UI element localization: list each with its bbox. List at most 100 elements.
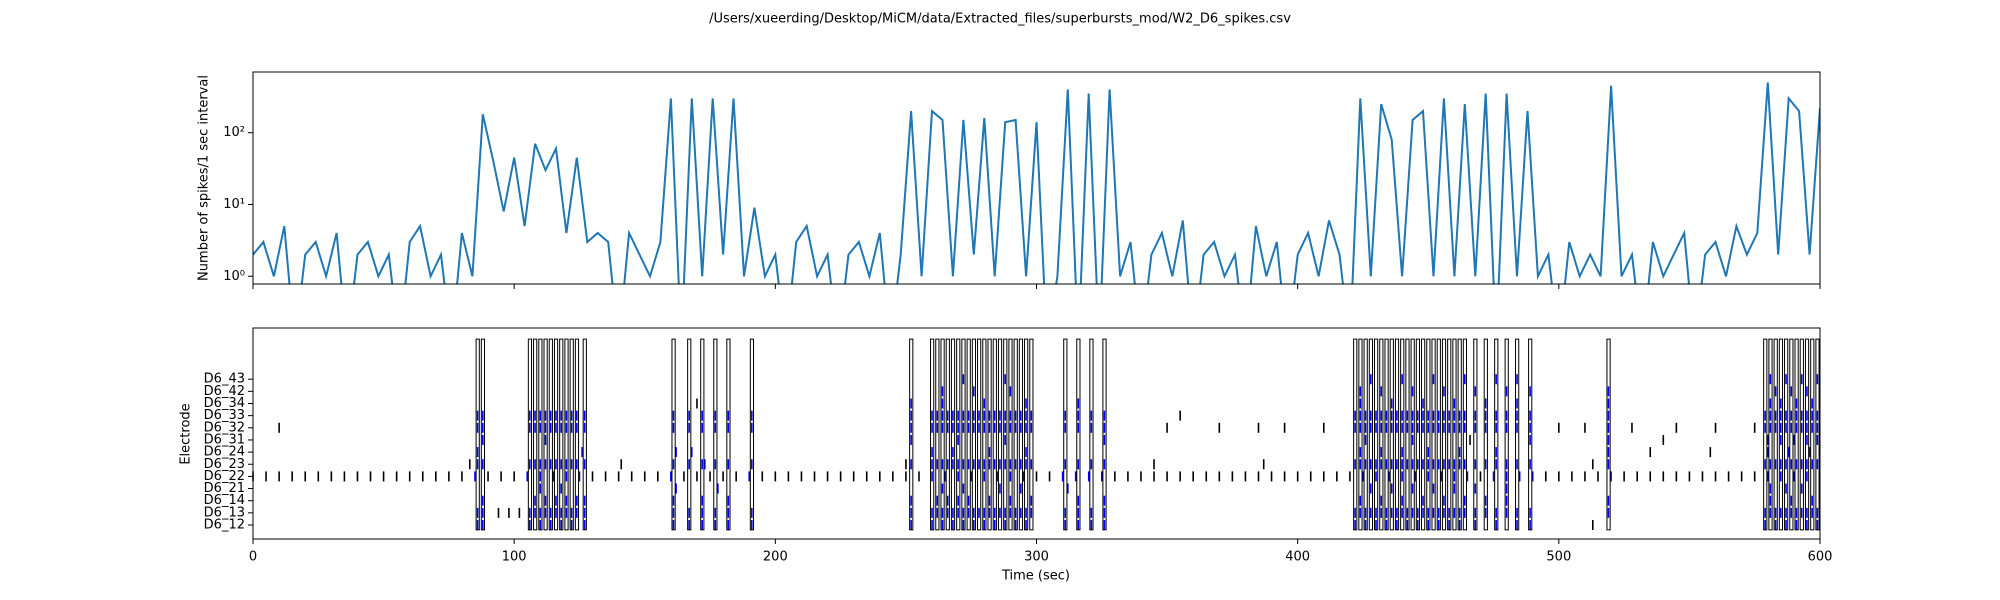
burst (1473, 338, 1478, 531)
burst (1515, 338, 1520, 531)
burst (1410, 338, 1415, 531)
burst (1400, 338, 1405, 531)
x-tick-label: 200 (763, 550, 788, 565)
burst (961, 338, 966, 531)
burst (1447, 338, 1452, 531)
y-tick-label: D6_13 (204, 505, 245, 520)
x-tick-label: 0 (249, 550, 257, 565)
burst (726, 338, 731, 531)
burst (1358, 338, 1363, 531)
burst (1431, 338, 1436, 531)
y-axis-label: Electrode (179, 403, 194, 464)
burst (538, 338, 543, 531)
burst (569, 338, 574, 531)
line-plot (253, 82, 1820, 284)
burst (1457, 338, 1462, 531)
burst (1024, 338, 1029, 531)
y-tick-label: 10² (223, 125, 245, 140)
burst (1528, 338, 1533, 531)
burst (1389, 338, 1394, 531)
burst (1483, 338, 1488, 531)
burst (1794, 338, 1799, 531)
burst (1789, 338, 1794, 531)
y-tick-label: D6_24 (204, 445, 245, 460)
burst (582, 338, 587, 531)
burst (1462, 338, 1468, 531)
burst (1804, 338, 1810, 531)
burst (1013, 338, 1018, 531)
burst (480, 338, 486, 531)
burst (987, 338, 992, 531)
burst (1102, 338, 1107, 531)
burst (1436, 338, 1441, 531)
burst (1374, 338, 1379, 531)
burst (1063, 338, 1068, 531)
burst (1815, 338, 1820, 531)
burst (1778, 338, 1784, 531)
burst (574, 338, 580, 531)
burst (1606, 338, 1611, 531)
plot-frame (252, 327, 1821, 540)
burst (1773, 338, 1778, 531)
burst (533, 338, 538, 531)
figure-title: /Users/xueerding/Desktop/MiCM/data/Extra… (709, 12, 1291, 27)
burst (945, 338, 950, 531)
burst (1363, 338, 1368, 531)
y-axis-label: Number of spikes/1 sec interval (197, 75, 212, 281)
burst (527, 338, 533, 531)
burst (564, 338, 569, 531)
burst (971, 338, 977, 531)
x-tick-label: 500 (1546, 550, 1571, 565)
burst (1784, 338, 1789, 531)
y-tick-label: D6_21 (204, 481, 245, 496)
y-tick-label: D6_42 (204, 384, 245, 399)
y-tick-label: D6_31 (204, 432, 245, 447)
burst (992, 338, 997, 531)
y-tick-label: D6_43 (204, 372, 245, 387)
burst (671, 338, 676, 531)
burst (977, 338, 982, 531)
burst (1799, 338, 1804, 531)
burst (1763, 338, 1768, 531)
y-tick-label: 10¹ (223, 197, 245, 212)
y-tick-label: D6_12 (204, 518, 245, 533)
burst (1394, 338, 1400, 531)
x-tick-label: 100 (502, 550, 527, 565)
burst (1504, 338, 1509, 531)
y-tick-label: D6_32 (204, 420, 245, 435)
burst (713, 338, 718, 531)
burst (1076, 338, 1081, 531)
burst (909, 338, 914, 531)
burst (553, 338, 559, 531)
burst (749, 338, 755, 531)
burst (1003, 338, 1008, 531)
burst (548, 338, 553, 531)
raster-plot (252, 338, 1820, 531)
burst (1018, 338, 1024, 531)
burst (1415, 338, 1421, 531)
burst (1426, 338, 1431, 531)
plot-frame (252, 71, 1821, 285)
y-tick-label: 10⁰ (223, 269, 245, 284)
burst (1405, 338, 1410, 531)
burst (1421, 338, 1426, 531)
burst (543, 338, 548, 531)
y-tick-label: D6_22 (204, 469, 245, 484)
burst (1353, 338, 1358, 531)
burst (1494, 338, 1499, 531)
burst (1768, 338, 1773, 531)
burst (940, 338, 945, 531)
y-tick-label: D6_33 (204, 408, 245, 423)
y-tick-label: D6_34 (204, 396, 245, 411)
burst (1379, 338, 1384, 531)
burst (700, 338, 705, 531)
burst (935, 338, 940, 531)
burst (1441, 338, 1447, 531)
burst (997, 338, 1003, 531)
burst (1029, 338, 1034, 531)
x-axis-label: Time (sec) (1001, 569, 1070, 584)
burst (956, 338, 961, 531)
burst (982, 338, 987, 531)
